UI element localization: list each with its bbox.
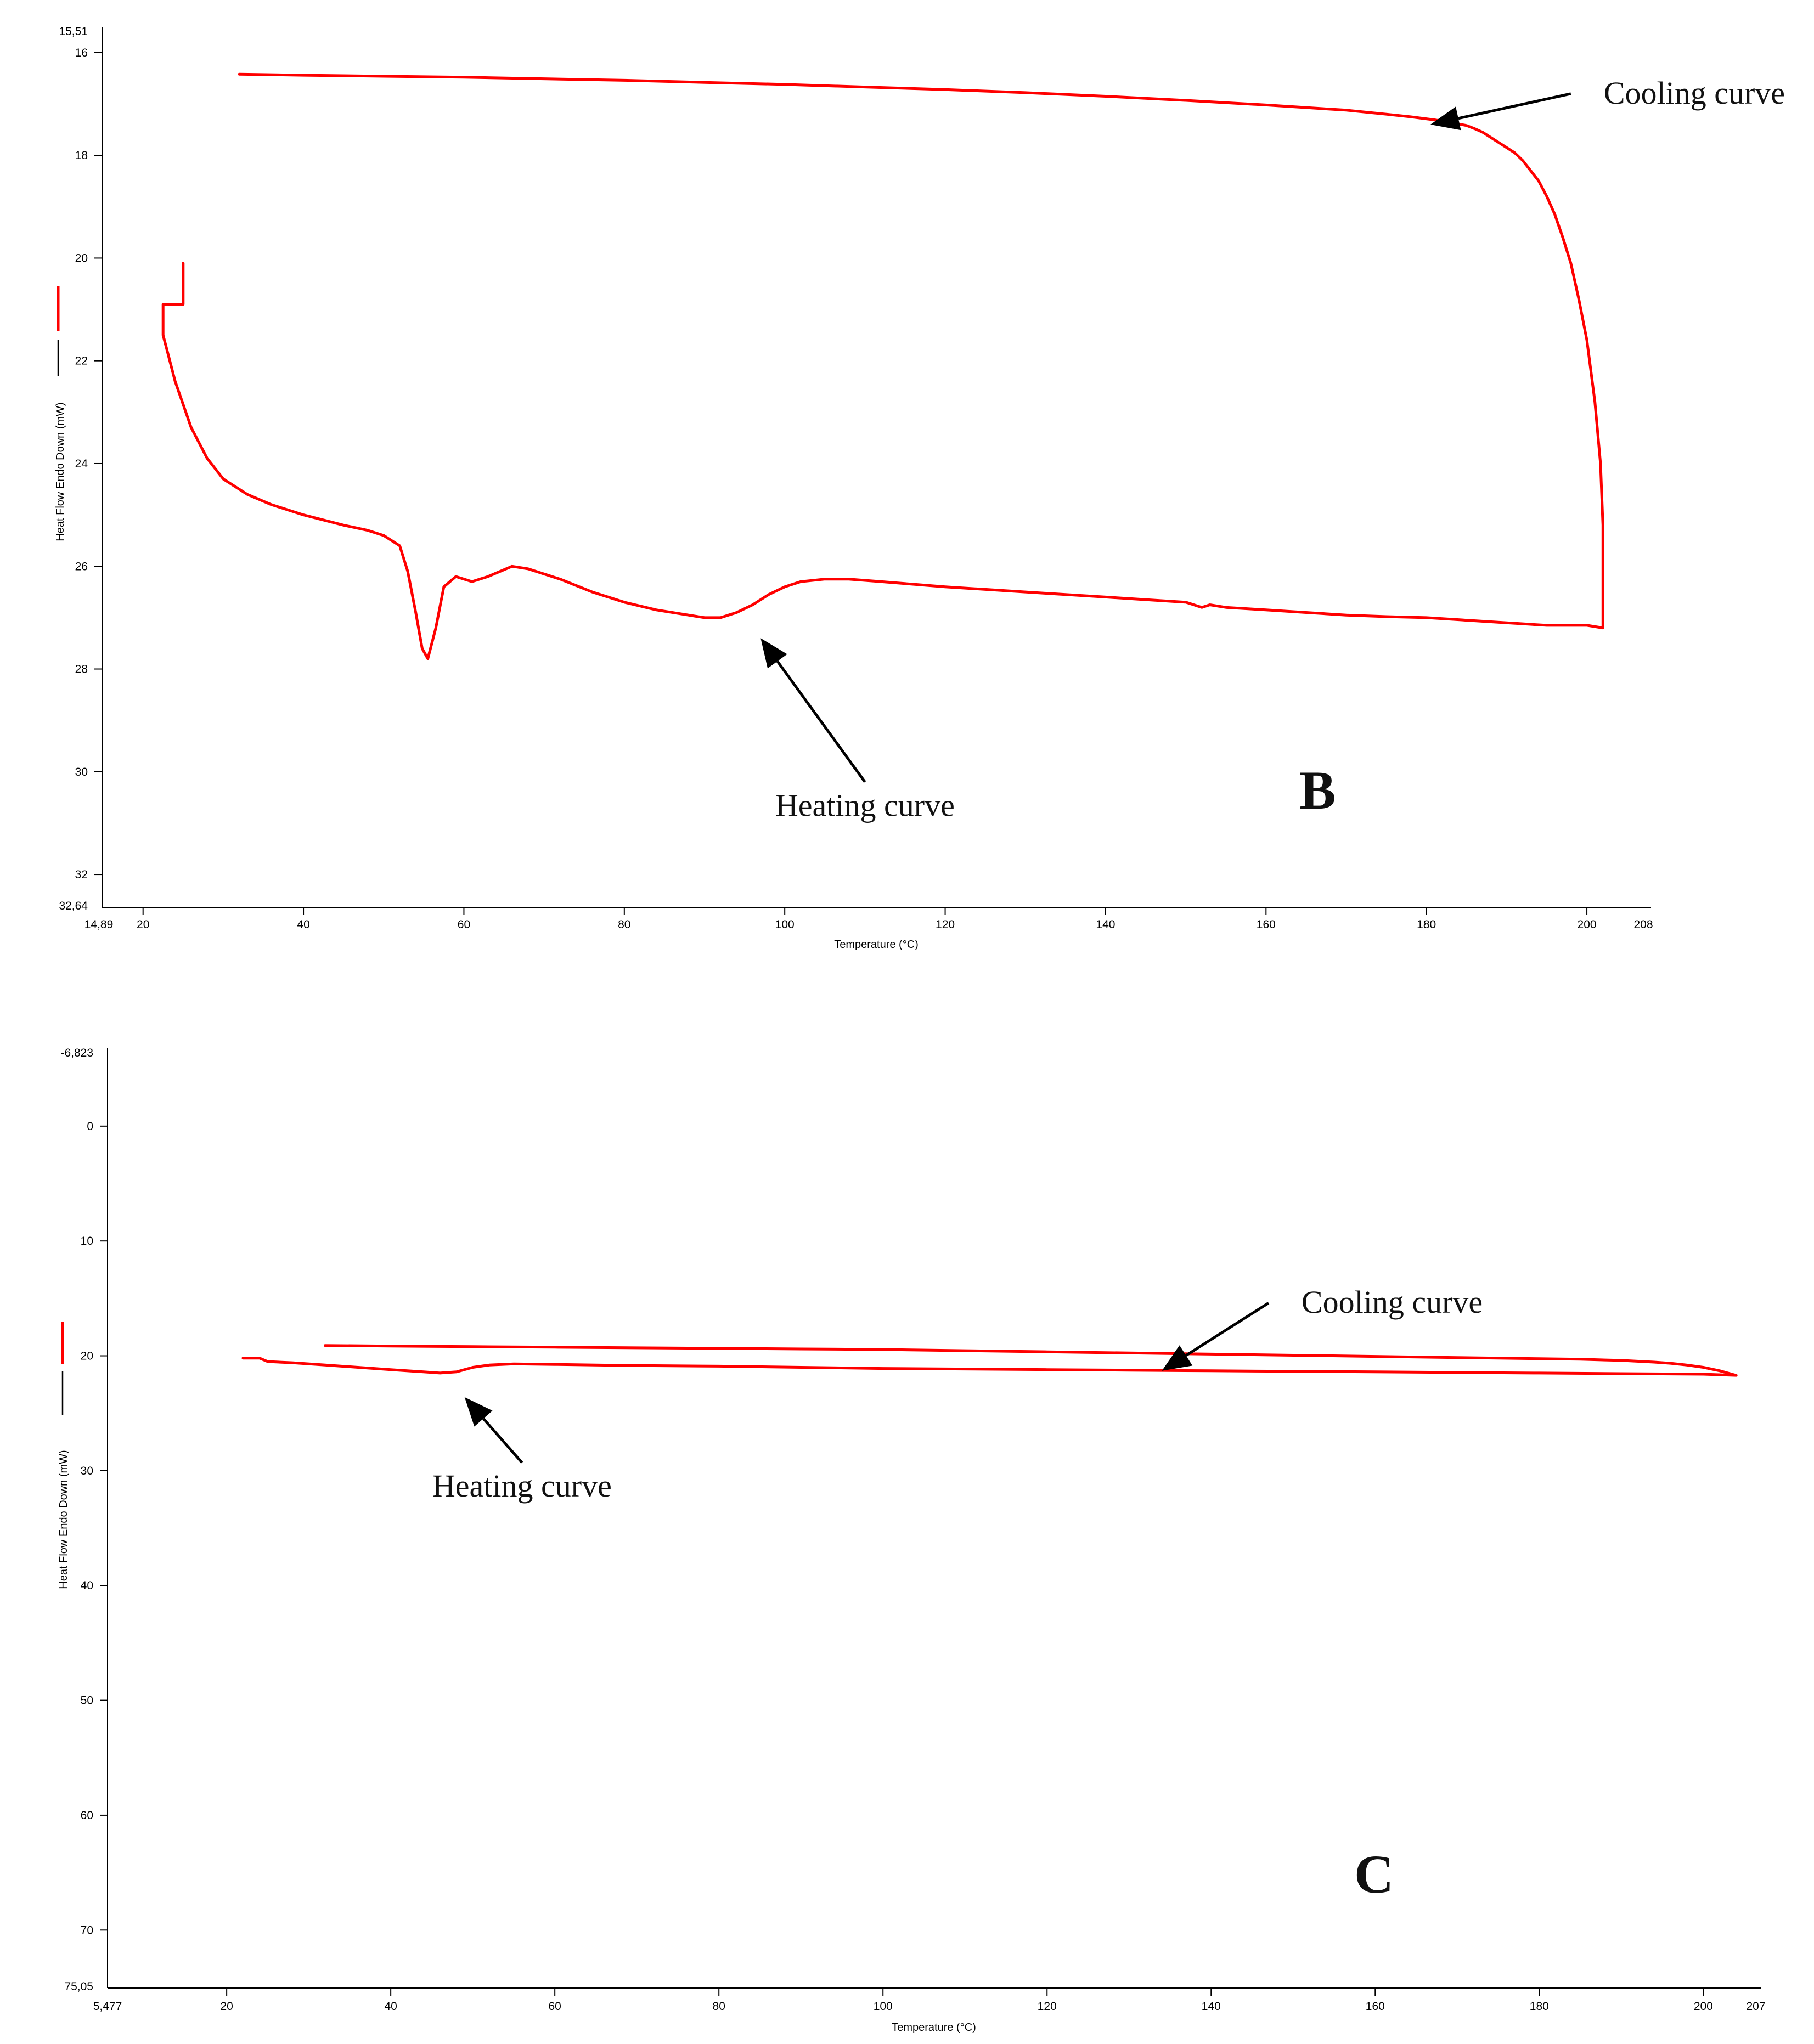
panel-b-y-tick-label: 16 (75, 47, 88, 59)
panel-c-x-tick-label: 80 (713, 2000, 725, 2013)
panel-b-y-tick-label: 30 (75, 766, 88, 778)
panel-b-annotation-arrow-head (760, 638, 787, 669)
panel-c-series-cooling-curve (324, 1344, 1738, 1377)
panel-b-annotation-arrow-head (1430, 106, 1461, 131)
panel-c-y-ticks: 0 10 20 30 40 50 60 70 (81, 1120, 108, 1936)
panel-b-y-tick-label: 28 (75, 663, 88, 676)
panel-b-x-max-label: 208 (1633, 918, 1653, 931)
panel-b-y-tick-label: 22 (75, 355, 88, 368)
panel-b-curves (161, 72, 1604, 660)
panel-c-x-tick-label: 20 (220, 2000, 233, 2013)
panel-c-x-tick-label: 60 (549, 2000, 561, 2013)
panel-c-annotation-arrow-head (1162, 1345, 1193, 1371)
panel-c-x-ticks: 20 40 60 80 100 120 140 160 180 200 (220, 1988, 1713, 2013)
panel-c-y-tick-label: 70 (81, 1924, 93, 1936)
panel-c-annotation-arrow-shaft (482, 1418, 523, 1464)
panel-b-y-ticks: 16 18 20 22 24 26 28 30 32 (75, 47, 102, 881)
panel-b-y-tick-label: 32 (75, 868, 88, 881)
panel-c-y-tick-label: 20 (81, 1350, 93, 1363)
panel-b-y-tick-label: 24 (75, 458, 88, 470)
panel-c-y-tick-label: 50 (81, 1695, 93, 1707)
panel-b-annotation-arrow-shaft (776, 660, 866, 783)
panel-c-x-tick-label: 100 (874, 2000, 893, 2013)
panel-b-series-heating-curve (161, 262, 1604, 660)
panel-c-letter: C (1354, 1844, 1394, 1905)
panel-c-curves (241, 1344, 1738, 1377)
panel-b-x-tick-label: 20 (137, 918, 149, 931)
panel-b-x-tick-label: 60 (458, 918, 470, 931)
panel-b-letter: B (1299, 760, 1336, 821)
panel-c-annotation-arrow-head (464, 1397, 493, 1427)
panel-c-y-min-label: 75,05 (64, 1980, 93, 1993)
panel-c-x-min-label: 5,477 (93, 2000, 122, 2013)
panel-b-annotation-label: Heating curve (775, 788, 955, 823)
panel-b-x-tick-label: 120 (936, 918, 955, 931)
panel-c-annotation-arrow-shaft (1185, 1302, 1270, 1357)
panel-b-x-tick-label: 80 (618, 918, 630, 931)
panel-c-y-tick-label: 10 (81, 1235, 93, 1247)
panel-b-x-tick-label: 140 (1096, 918, 1115, 931)
panel-b-x-tick-label: 180 (1417, 918, 1436, 931)
panel-b-x-tick-label: 200 (1578, 918, 1597, 931)
panel-b-y-min-label: 32,64 (59, 900, 88, 912)
panel-b-annotation-arrow-shaft (1458, 92, 1571, 120)
panel-c-x-max-label: 207 (1746, 2000, 1765, 2013)
panel-b-x-tick-label: 160 (1257, 918, 1276, 931)
panel-c-annotation-label: Cooling curve (1302, 1284, 1483, 1320)
panel-c-x-tick-label: 40 (384, 2000, 397, 2013)
panel-c-y-tick-label: 30 (81, 1465, 93, 1477)
panel-c-x-tick-label: 180 (1530, 2000, 1549, 2013)
panel-b-y-tick-label: 18 (75, 149, 88, 162)
panel-b-x-tick-label: 40 (297, 918, 309, 931)
panel-c-x-tick-label: 160 (1366, 2000, 1385, 2013)
panel-c-x-tick-label: 120 (1038, 2000, 1057, 2013)
panel-c-y-tick-label: 0 (87, 1120, 93, 1133)
panel-b-y-tick-label: 26 (75, 560, 88, 573)
panel-c-y-axis-title: Heat Flow Endo Down (mW) (58, 1450, 70, 1589)
panel-b-y-max-label: 15,51 (59, 25, 88, 38)
panel-b-y-tick-label: 20 (75, 252, 88, 264)
panel-c-x-axis-title: Temperature (°C) (892, 2022, 976, 2034)
panel-c-series-heating-curve (241, 1357, 1738, 1377)
panel-c-y-max-label: -6,823 (60, 1047, 93, 1059)
panel-b-x-ticks: 20 40 60 80 100 120 140 160 180 200 (137, 907, 1597, 931)
panel-c-y-tick-label: 40 (81, 1579, 93, 1592)
panel-b-y-axis-title: Heat Flow Endo Down (mW) (54, 402, 66, 541)
panel-c-x-tick-label: 140 (1202, 2000, 1221, 2013)
panel-c-x-tick-label: 200 (1694, 2000, 1713, 2013)
panel-c-y-tick-label: 60 (81, 1809, 93, 1822)
panel-c-annotations: Cooling curve Heating curve (432, 1284, 1483, 1504)
panel-b-x-min-label: 14,89 (84, 918, 114, 931)
panel-b-x-tick-label: 100 (775, 918, 795, 931)
panel-b-series-cooling-curve (238, 72, 1604, 630)
panel-b-chart: 20 40 60 80 100 120 140 160 180 200 16 18 20 22 24 26 2… (54, 25, 1785, 951)
panel-c-chart: 20 40 60 80 100 120 140 160 180 200 0 10 20 30 40 50 60… (58, 1047, 1766, 2034)
panel-b-annotations: Cooling curve Heating curve (760, 75, 1785, 823)
panel-c-annotation-label: Heating curve (432, 1468, 612, 1504)
panel-b-annotation-label: Cooling curve (1604, 75, 1785, 111)
panel-b-x-axis-title: Temperature (°C) (834, 939, 919, 951)
